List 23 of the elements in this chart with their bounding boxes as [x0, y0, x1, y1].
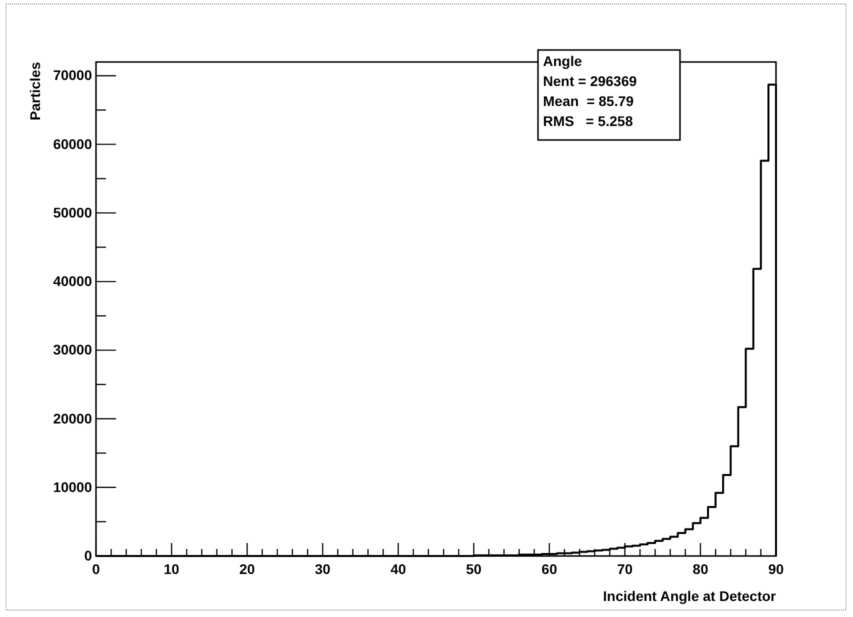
- annotation: Nent = 296369: [543, 73, 637, 89]
- y-tick-label: 40000: [53, 273, 92, 290]
- annotation: Angle: [543, 53, 582, 69]
- x-tick-label: 70: [617, 560, 633, 577]
- y-tick-label: 60000: [53, 136, 92, 152]
- x-tick-label: 90: [768, 560, 784, 577]
- x-axis-title: Incident Angle at Detector: [603, 588, 777, 604]
- annotation: RMS = 5.258: [543, 113, 634, 129]
- y-tick-label: 30000: [53, 342, 92, 358]
- y-tick-label: 70000: [53, 67, 92, 84]
- y-axis-title: Particles: [27, 62, 43, 120]
- x-tick-label: 50: [466, 560, 482, 577]
- x-tick-label: 30: [314, 560, 331, 577]
- x-tick-label: 10: [164, 560, 180, 577]
- x-tick-label: 80: [692, 560, 708, 577]
- x-tick-label: 60: [542, 560, 558, 577]
- x-tick-label: 20: [239, 560, 256, 577]
- y-tick-label: 10000: [53, 478, 92, 495]
- y-tick-label: 20000: [53, 410, 92, 426]
- y-tick-label: 0: [84, 547, 92, 564]
- y-tick-label: 50000: [53, 204, 92, 220]
- annotation: Mean = 85.79: [543, 93, 634, 109]
- x-tick-label: 40: [390, 560, 406, 577]
